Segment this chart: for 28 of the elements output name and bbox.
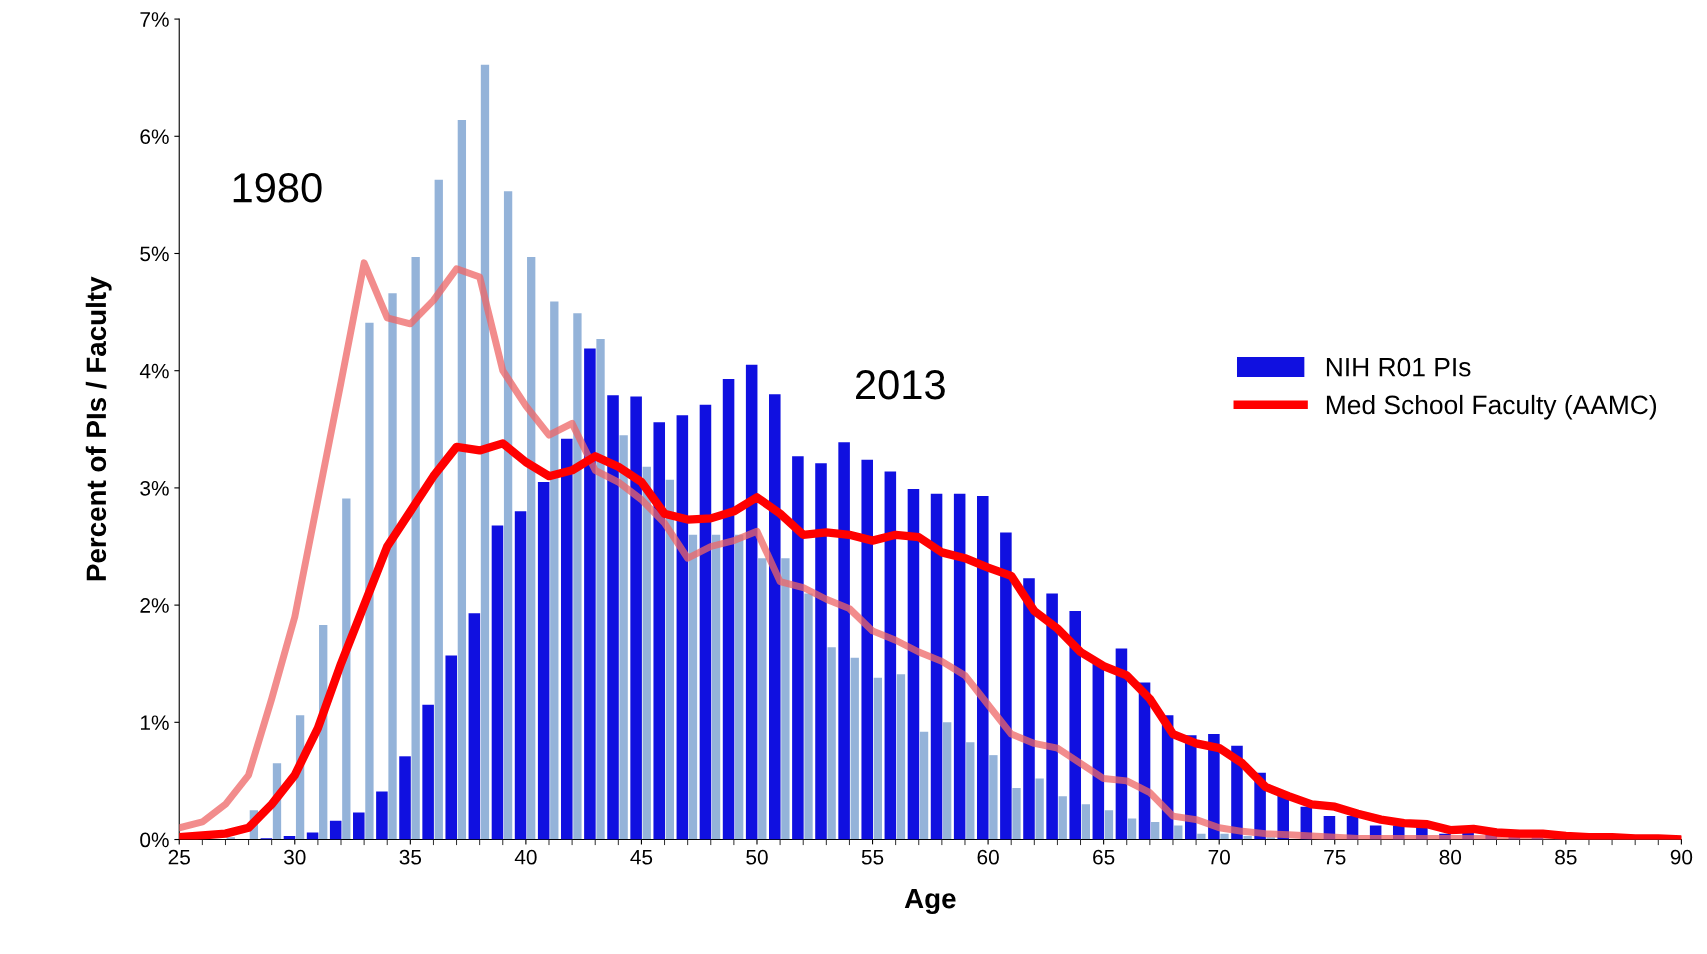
y-tick-label: 0%	[140, 832, 169, 848]
legend-label: Med School Faculty (AAMC)	[1326, 394, 1657, 420]
x-tick-label: 80	[1439, 849, 1462, 865]
x-tick-label: 40	[514, 849, 537, 865]
y-tick-label: 3%	[140, 480, 169, 496]
y-axis-title: Percent of PIs / Faculty	[85, 276, 112, 581]
y-tick-label: 7%	[140, 12, 169, 27]
x-tick-label: 35	[399, 849, 422, 865]
legend-label: NIH R01 PIs	[1326, 357, 1471, 377]
x-tick-label: 75	[1324, 850, 1346, 865]
x-tick-label: 85	[1555, 849, 1577, 865]
y-tick-label: 5%	[140, 246, 169, 262]
y-tick-label: 2%	[140, 598, 169, 613]
y-tick-label: 4%	[139, 363, 169, 379]
x-tick-label: 25	[168, 849, 190, 865]
annotation: 2013	[856, 369, 945, 400]
x-axis-title: Age	[904, 889, 956, 914]
annotation: 1980	[233, 173, 322, 203]
x-tick-label: 55	[861, 850, 884, 865]
x-tick-label: 60	[977, 849, 999, 865]
x-tick-label: 45	[630, 850, 653, 865]
x-tick-label: 90	[1670, 849, 1693, 865]
y-tick-label: 1%	[140, 715, 169, 730]
x-tick-label: 30	[283, 849, 306, 865]
x-tick-label: 50	[746, 849, 768, 865]
y-tick-label: 6%	[140, 129, 169, 145]
x-tick-label: 65	[1093, 849, 1115, 865]
x-tick-label: 70	[1208, 849, 1230, 865]
